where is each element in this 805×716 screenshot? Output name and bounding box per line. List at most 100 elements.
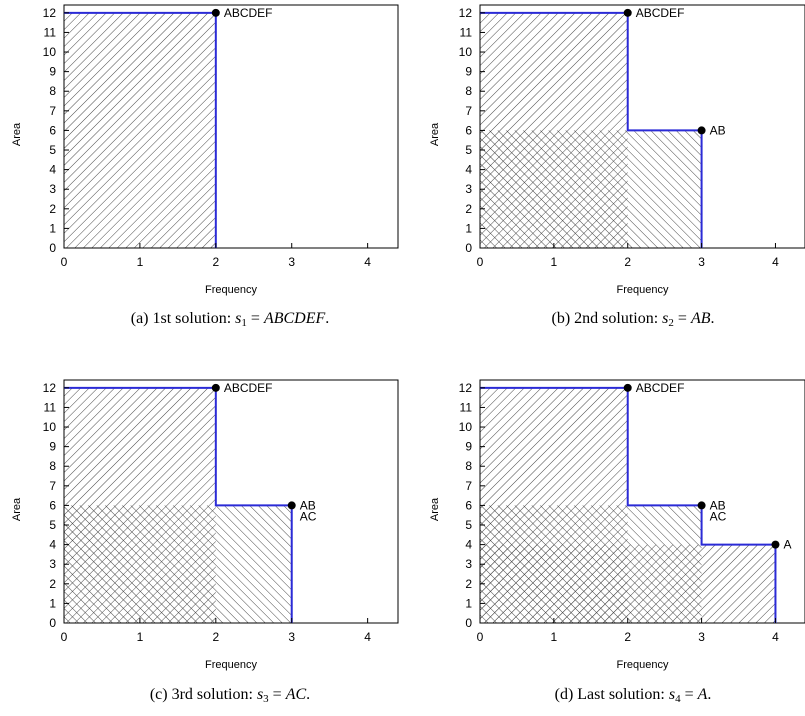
point-label: ABCDEF <box>224 381 273 395</box>
caption-equals: = <box>684 686 694 703</box>
x-tick-label: 1 <box>137 630 144 644</box>
panel-caption: (c) 3rd solution: s3 = AC. <box>60 686 400 705</box>
y-tick-label: 9 <box>465 440 472 454</box>
caption-variable: s <box>662 310 669 327</box>
caption-prefix: (a) 1st solution: <box>130 310 236 327</box>
caption-suffix: . <box>306 686 311 703</box>
plot-frame <box>479 379 805 624</box>
y-tick-label: 8 <box>465 459 472 473</box>
y-tick-label: 9 <box>49 440 56 454</box>
panel-caption: (a) 1st solution: s1 = ABCDEF. <box>60 310 400 329</box>
y-tick-label: 0 <box>465 616 472 630</box>
point-label: AB <box>710 123 726 137</box>
y-tick-label: 1 <box>465 221 472 235</box>
y-tick-label: 2 <box>49 202 56 216</box>
y-tick-label: 7 <box>465 479 472 493</box>
y-axis-label: Area <box>11 122 23 146</box>
caption-prefix: (d) Last solution: <box>554 686 669 703</box>
plot-frame <box>63 379 399 624</box>
caption-prefix: (c) 3rd solution: <box>149 686 257 703</box>
y-tick-label: 9 <box>465 65 472 79</box>
point-label: AB <box>710 498 726 512</box>
y-tick-label: 7 <box>49 479 56 493</box>
step-line <box>64 386 293 623</box>
solution-point <box>623 383 632 392</box>
hatched-region-3 <box>480 544 776 623</box>
point-label: ABCDEF <box>636 381 685 395</box>
y-tick-label: 10 <box>43 45 57 59</box>
x-tick-label: 4 <box>772 630 779 644</box>
y-tick-label: 0 <box>49 616 56 630</box>
caption-suffix: . <box>707 686 712 703</box>
y-tick-label: 10 <box>43 420 57 434</box>
caption-value: AB <box>690 310 711 327</box>
panel-caption: (b) 2nd solution: s2 = AB. <box>463 310 803 329</box>
y-tick-label: 6 <box>49 123 56 137</box>
step-line <box>480 11 703 248</box>
point-label: AB <box>300 498 316 512</box>
solution-point <box>211 8 220 17</box>
x-tick-label: 1 <box>551 255 558 269</box>
y-tick-label: 11 <box>44 25 57 39</box>
solution-point <box>211 383 220 392</box>
y-tick-label: 12 <box>459 6 473 20</box>
caption-variable: s <box>668 686 676 703</box>
x-tick-label: 2 <box>624 630 631 644</box>
x-tick-label: 4 <box>772 255 779 269</box>
caption-value: ABCDEF <box>263 310 326 327</box>
y-tick-label: 10 <box>459 45 473 59</box>
panel-caption: (d) Last solution: s4 = A. <box>463 686 803 705</box>
x-tick-label: 0 <box>477 630 484 644</box>
x-tick-label: 3 <box>288 255 295 269</box>
y-tick-label: 0 <box>49 241 56 255</box>
caption-subscript: 4 <box>675 693 681 705</box>
x-tick-label: 3 <box>288 630 295 644</box>
y-tick-label: 4 <box>465 538 472 552</box>
y-axis-label: Area <box>429 497 441 521</box>
y-tick-label: 3 <box>465 182 472 196</box>
x-tick-label: 0 <box>477 255 484 269</box>
y-tick-label: 9 <box>49 65 56 79</box>
caption-equals: = <box>250 310 260 327</box>
y-tick-label: 5 <box>49 143 56 157</box>
y-tick-label: 5 <box>465 518 472 532</box>
caption-subscript: 3 <box>263 693 269 705</box>
hatched-region-2 <box>480 130 702 248</box>
y-tick-label: 12 <box>43 6 57 20</box>
y-tick-label: 1 <box>465 596 472 610</box>
x-tick-label: 0 <box>61 630 68 644</box>
y-tick-label: 3 <box>465 557 472 571</box>
y-tick-label: 1 <box>49 221 56 235</box>
y-tick-label: 6 <box>465 498 472 512</box>
y-tick-label: 5 <box>49 518 56 532</box>
x-axis-label: Frequency <box>205 284 257 296</box>
x-axis-label: Frequency <box>205 659 257 671</box>
caption-prefix: (b) 2nd solution: <box>551 310 663 327</box>
caption-value: AC <box>285 686 307 703</box>
y-tick-label: 7 <box>465 104 472 118</box>
y-tick-label: 12 <box>459 381 473 395</box>
x-tick-label: 2 <box>212 630 219 644</box>
point-label: ABCDEF <box>636 6 685 20</box>
y-tick-label: 3 <box>49 557 56 571</box>
hatched-region-1 <box>64 12 216 248</box>
y-axis-label: Area <box>11 497 23 521</box>
y-tick-label: 11 <box>44 400 57 414</box>
point-label: ABCDEF <box>224 6 273 20</box>
point-label: A <box>783 538 791 552</box>
x-tick-label: 0 <box>61 255 68 269</box>
y-tick-label: 2 <box>49 577 56 591</box>
caption-variable: s <box>256 686 264 703</box>
x-tick-label: 4 <box>364 630 371 644</box>
caption-equals: = <box>272 686 282 703</box>
x-tick-label: 3 <box>698 630 705 644</box>
x-tick-label: 4 <box>364 255 371 269</box>
y-tick-label: 12 <box>43 381 57 395</box>
y-tick-label: 2 <box>465 202 472 216</box>
caption-value: A <box>697 686 708 703</box>
x-axis-label: Frequency <box>617 284 669 296</box>
y-tick-label: 8 <box>49 84 56 98</box>
point-label: AC <box>300 509 317 523</box>
